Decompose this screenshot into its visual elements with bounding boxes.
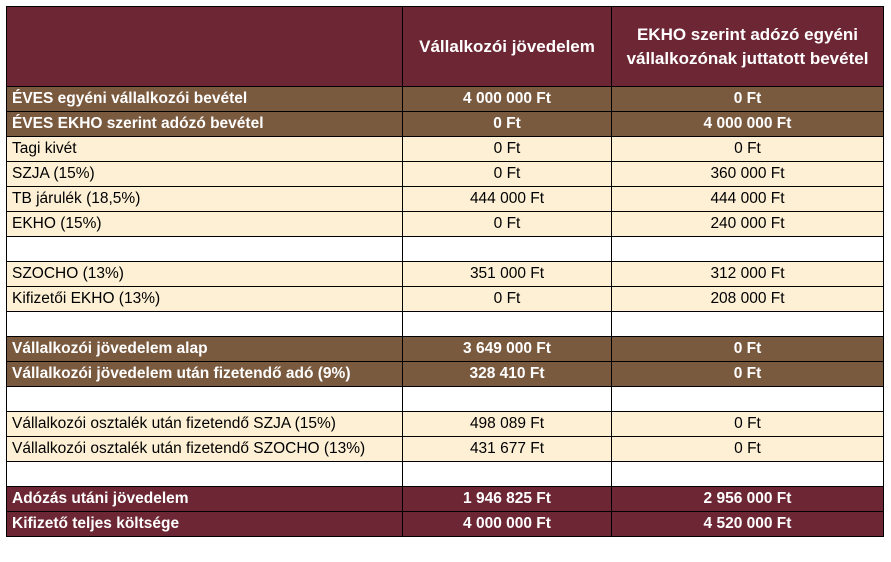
row-value-ekho: 312 000 Ft — [611, 261, 884, 287]
spacer-row — [6, 386, 884, 412]
table-row: Adózás utáni jövedelem 1 946 825 Ft 2 95… — [6, 486, 884, 512]
row-value-vallalkozoi: 328 410 Ft — [402, 361, 612, 387]
table-row: EKHO (15%) 0 Ft 240 000 Ft — [6, 211, 884, 237]
row-value-ekho: 0 Ft — [611, 411, 884, 437]
row-value-vallalkozoi: 444 000 Ft — [402, 186, 612, 212]
table-row: SZJA (15%) 0 Ft 360 000 Ft — [6, 161, 884, 187]
row-value-vallalkozoi: 0 Ft — [402, 136, 612, 162]
table-row: Vállalkozói jövedelem után fizetendő adó… — [6, 361, 884, 387]
table-row: ÉVES egyéni vállalkozói bevétel 4 000 00… — [6, 86, 884, 112]
spacer-cell — [611, 311, 884, 337]
row-value-vallalkozoi: 0 Ft — [402, 161, 612, 187]
row-value-vallalkozoi: 0 Ft — [402, 286, 612, 312]
row-label: SZOCHO (13%) — [6, 261, 403, 287]
spacer-cell — [611, 386, 884, 412]
table-row: Vállalkozói osztalék után fizetendő SZOC… — [6, 436, 884, 462]
spacer-cell — [611, 461, 884, 487]
header-vallalkozoi-jovedelem: Vállalkozói jövedelem — [402, 6, 612, 87]
table-row: Tagi kivét 0 Ft 0 Ft — [6, 136, 884, 162]
row-value-vallalkozoi: 3 649 000 Ft — [402, 336, 612, 362]
row-label: Vállalkozói jövedelem alap — [6, 336, 403, 362]
row-value-ekho: 0 Ft — [611, 336, 884, 362]
table-row: Vállalkozói osztalék után fizetendő SZJA… — [6, 411, 884, 437]
row-value-vallalkozoi: 498 089 Ft — [402, 411, 612, 437]
table-header-row: Vállalkozói jövedelem EKHO szerint adózó… — [6, 6, 884, 87]
row-value-ekho: 444 000 Ft — [611, 186, 884, 212]
spacer-row — [6, 461, 884, 487]
row-value-ekho: 0 Ft — [611, 136, 884, 162]
row-value-ekho: 208 000 Ft — [611, 286, 884, 312]
table-row: ÉVES EKHO szerint adózó bevétel 0 Ft 4 0… — [6, 111, 884, 137]
row-label: Adózás utáni jövedelem — [6, 486, 403, 512]
spacer-row — [6, 236, 884, 262]
spacer-cell — [611, 236, 884, 262]
table-row: Kifizetői EKHO (13%) 0 Ft 208 000 Ft — [6, 286, 884, 312]
row-label: TB járulék (18,5%) — [6, 186, 403, 212]
row-value-vallalkozoi: 0 Ft — [402, 211, 612, 237]
row-label: Kifizető teljes költsége — [6, 511, 403, 537]
spacer-cell — [402, 386, 612, 412]
row-value-vallalkozoi: 4 000 000 Ft — [402, 86, 612, 112]
row-value-ekho: 0 Ft — [611, 436, 884, 462]
tax-comparison-table: Vállalkozói jövedelem EKHO szerint adózó… — [6, 6, 884, 537]
spacer-cell — [402, 311, 612, 337]
row-label: ÉVES egyéni vállalkozói bevétel — [6, 86, 403, 112]
row-label: Tagi kivét — [6, 136, 403, 162]
spacer-cell — [402, 236, 612, 262]
row-value-ekho: 0 Ft — [611, 86, 884, 112]
spacer-row — [6, 311, 884, 337]
table-row: Vállalkozói jövedelem alap 3 649 000 Ft … — [6, 336, 884, 362]
row-value-vallalkozoi: 351 000 Ft — [402, 261, 612, 287]
table-row: SZOCHO (13%) 351 000 Ft 312 000 Ft — [6, 261, 884, 287]
spacer-cell — [6, 311, 403, 337]
spacer-cell — [402, 461, 612, 487]
row-label: Vállalkozói jövedelem után fizetendő adó… — [6, 361, 403, 387]
row-label: SZJA (15%) — [6, 161, 403, 187]
row-value-ekho: 4 000 000 Ft — [611, 111, 884, 137]
row-value-vallalkozoi: 431 677 Ft — [402, 436, 612, 462]
row-label: Vállalkozói osztalék után fizetendő SZOC… — [6, 436, 403, 462]
row-value-ekho: 2 956 000 Ft — [611, 486, 884, 512]
row-label: Kifizetői EKHO (13%) — [6, 286, 403, 312]
row-value-ekho: 0 Ft — [611, 361, 884, 387]
spacer-cell — [6, 236, 403, 262]
table-row: Kifizető teljes költsége 4 000 000 Ft 4 … — [6, 511, 884, 537]
row-label: EKHO (15%) — [6, 211, 403, 237]
row-label: ÉVES EKHO szerint adózó bevétel — [6, 111, 403, 137]
spacer-cell — [6, 461, 403, 487]
row-label: Vállalkozói osztalék után fizetendő SZJA… — [6, 411, 403, 437]
row-value-ekho: 240 000 Ft — [611, 211, 884, 237]
row-value-vallalkozoi: 1 946 825 Ft — [402, 486, 612, 512]
table-row: TB járulék (18,5%) 444 000 Ft 444 000 Ft — [6, 186, 884, 212]
row-value-ekho: 360 000 Ft — [611, 161, 884, 187]
spacer-cell — [6, 386, 403, 412]
row-value-vallalkozoi: 0 Ft — [402, 111, 612, 137]
row-value-ekho: 4 520 000 Ft — [611, 511, 884, 537]
header-ekho-bevetel: EKHO szerint adózó egyéni vállalkozónak … — [611, 6, 884, 87]
row-value-vallalkozoi: 4 000 000 Ft — [402, 511, 612, 537]
header-empty-cell — [6, 6, 403, 87]
